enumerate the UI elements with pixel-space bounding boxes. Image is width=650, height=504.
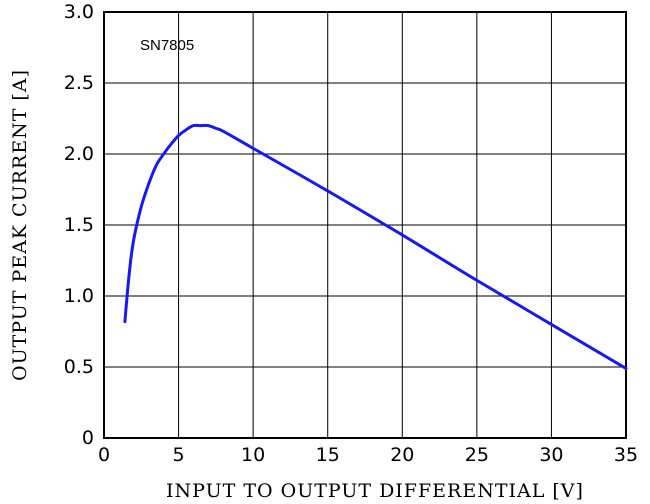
y-tick-label: 1.5	[64, 214, 94, 236]
data-point	[625, 367, 628, 370]
data-point	[155, 164, 158, 167]
data-point	[185, 128, 188, 131]
x-tick-label: 5	[173, 444, 185, 466]
grid	[103, 11, 627, 439]
data-point	[123, 320, 126, 323]
x-tick-label: 35	[614, 444, 638, 466]
data-point	[252, 147, 255, 150]
data-point	[177, 134, 180, 137]
series-line	[123, 123, 628, 370]
x-tick-label: 15	[316, 444, 340, 466]
data-point	[132, 238, 135, 241]
y-tick-label: 2.5	[64, 72, 94, 94]
x-tick-label: 10	[241, 444, 265, 466]
data-point	[207, 124, 210, 127]
tick-labels: 0 5 10 15 20 25 30 35 0 0.5 1.0 1.5 2.0 2.5 3.0	[64, 1, 638, 466]
data-point	[199, 124, 202, 127]
device-annotation: SN7805	[140, 37, 194, 54]
data-point	[140, 205, 143, 208]
data-point	[326, 189, 329, 192]
x-tick-label: 0	[98, 444, 110, 466]
data-point	[401, 233, 404, 236]
x-tick-label: 25	[465, 444, 489, 466]
data-point	[222, 130, 225, 133]
x-tick-label: 20	[390, 444, 414, 466]
plot-frame	[103, 11, 627, 439]
data-point	[170, 143, 173, 146]
x-axis-label: INPUT TO OUTPUT DIFFERENTIAL [V]	[166, 480, 584, 502]
y-tick-label: 3.0	[64, 1, 94, 23]
data-point	[550, 323, 553, 326]
x-tick-label: 30	[539, 444, 563, 466]
data-point	[162, 153, 165, 156]
data-point	[192, 124, 195, 127]
data-point	[128, 270, 131, 273]
data-point	[147, 182, 150, 185]
data-point	[475, 279, 478, 282]
y-axis-label: OUTPUT PEAK CURRENT [A]	[9, 69, 31, 381]
y-tick-label: 2.0	[64, 143, 94, 165]
y-tick-label: 1.0	[64, 285, 94, 307]
y-tick-label: 0	[82, 427, 94, 449]
data-point	[214, 127, 217, 130]
y-tick-label: 0.5	[64, 356, 94, 378]
